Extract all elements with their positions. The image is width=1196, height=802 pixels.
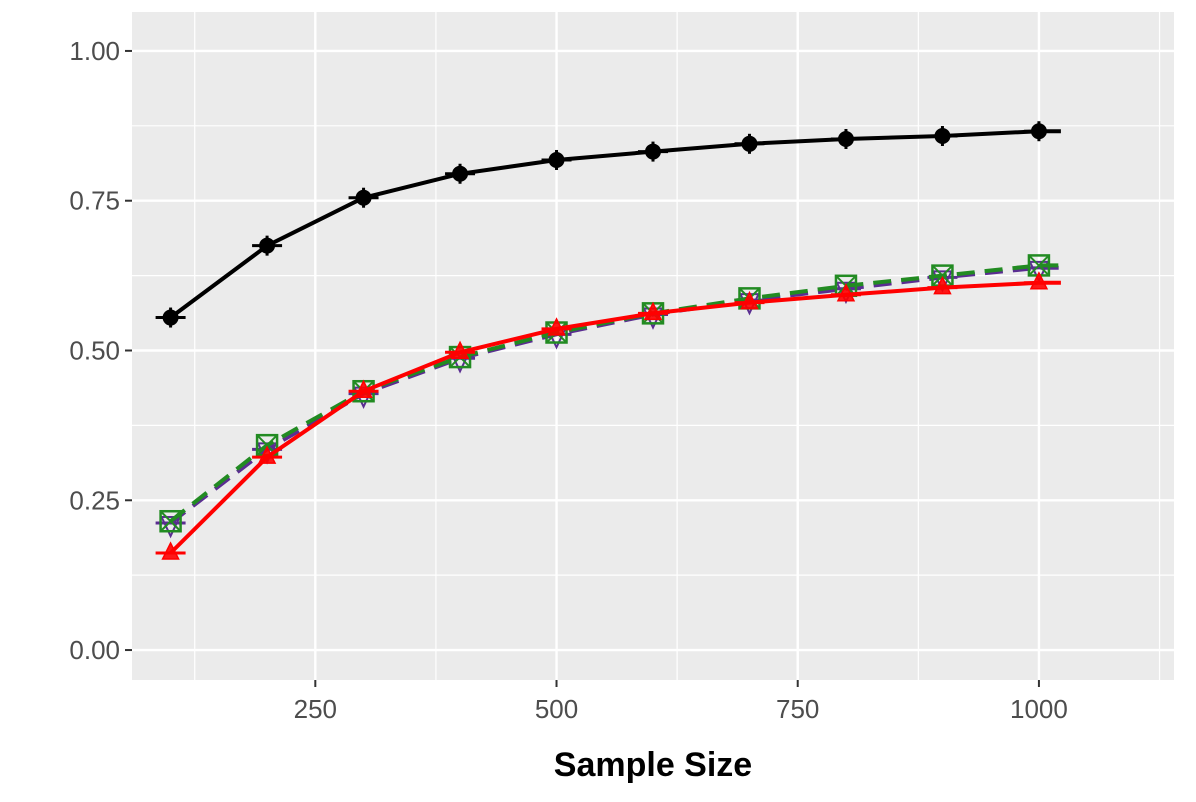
data-point: [541, 317, 572, 336]
y-tick-label: 0.50: [69, 335, 120, 365]
y-axis: 0.00 0.25 0.50 0.75 1.00: [69, 36, 132, 665]
x-tick-label: 1000: [1010, 694, 1068, 724]
major-gridlines: [132, 12, 1174, 680]
data-point: [348, 379, 379, 398]
data-point: [252, 235, 283, 256]
data-point: [445, 163, 476, 184]
x-tick-label: 250: [294, 694, 337, 724]
series-group: [155, 271, 1061, 560]
x-tick-label: 500: [535, 694, 578, 724]
y-tick-label: 0.25: [69, 485, 120, 515]
minor-gridlines: [132, 12, 1174, 680]
data-point: [734, 133, 765, 154]
data-point: [1023, 271, 1054, 290]
data-point: [927, 126, 958, 147]
data-point: [830, 283, 861, 302]
data-point: [445, 340, 476, 360]
data-point: [155, 307, 186, 328]
x-axis: 250 500 750 1000: [294, 680, 1068, 724]
data-point: [155, 541, 186, 560]
data-point: [638, 301, 668, 321]
y-tick-label: 1.00: [69, 36, 120, 66]
series-group: [155, 121, 1061, 328]
x-tick-label: 750: [776, 694, 819, 724]
data-point: [159, 509, 182, 533]
data-point: [927, 275, 958, 295]
x-axis-title: Sample Size: [554, 746, 752, 784]
data-point: [348, 187, 379, 208]
plot-panel: [132, 12, 1174, 680]
y-tick-label: 0.75: [69, 186, 120, 216]
data-point: [734, 290, 765, 310]
data-point: [541, 149, 572, 170]
data-point: [1023, 121, 1054, 142]
series-layer: [155, 121, 1061, 560]
data-point: [830, 129, 861, 150]
data-point: [638, 141, 668, 162]
y-tick-label: 0.00: [69, 635, 120, 665]
data-point: [252, 445, 283, 464]
